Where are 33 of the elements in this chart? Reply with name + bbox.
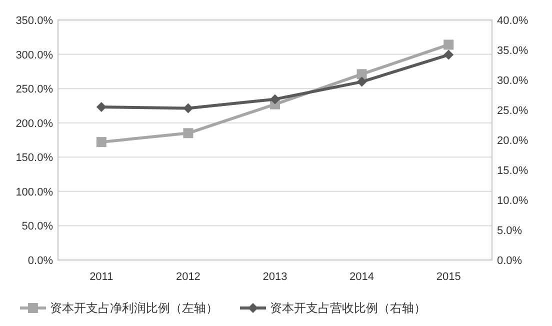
y-tick-label: 100.0% bbox=[16, 186, 54, 198]
y2-tick-label: 0.0% bbox=[497, 255, 522, 267]
point bbox=[270, 94, 280, 104]
point bbox=[96, 137, 106, 148]
y-tick-label: 350.0% bbox=[16, 15, 54, 27]
y-tick-label: 150.0% bbox=[16, 152, 54, 164]
x-tick-label: 2015 bbox=[436, 271, 461, 283]
legend-label: 资本开支占净利润比例（左轴） bbox=[50, 301, 218, 315]
x-tick-label: 2014 bbox=[350, 271, 374, 283]
point bbox=[96, 102, 106, 112]
y2-tick-label: 35.0% bbox=[497, 45, 528, 57]
y2-tick-label: 40.0% bbox=[497, 15, 528, 27]
y2-tick-label: 5.0% bbox=[497, 225, 522, 237]
y-tick-label: 250.0% bbox=[16, 84, 54, 96]
y-tick-label: 300.0% bbox=[16, 49, 54, 62]
point bbox=[444, 40, 454, 50]
legend-label: 资本开支占营收比例（右轴） bbox=[270, 301, 426, 315]
point bbox=[356, 69, 367, 80]
y2-tick-label: 15.0% bbox=[497, 165, 528, 177]
y2-tick-label: 25.0% bbox=[497, 105, 528, 117]
y-tick-label: 0.0% bbox=[28, 255, 54, 267]
x-tick-label: 2013 bbox=[262, 271, 288, 283]
y2-tick-label: 10.0% bbox=[497, 195, 528, 207]
y2-tick-label: 30.0% bbox=[497, 75, 528, 87]
point bbox=[444, 50, 454, 60]
point bbox=[356, 76, 367, 87]
y-tick-label: 200.0% bbox=[16, 118, 54, 130]
y2-tick-label: 20.0% bbox=[497, 135, 528, 147]
y-tick-label: 50.0% bbox=[22, 220, 54, 233]
x-tick-label: 2012 bbox=[176, 271, 200, 283]
x-tick-label: 2011 bbox=[90, 271, 114, 283]
point bbox=[183, 103, 194, 114]
point bbox=[183, 128, 194, 138]
